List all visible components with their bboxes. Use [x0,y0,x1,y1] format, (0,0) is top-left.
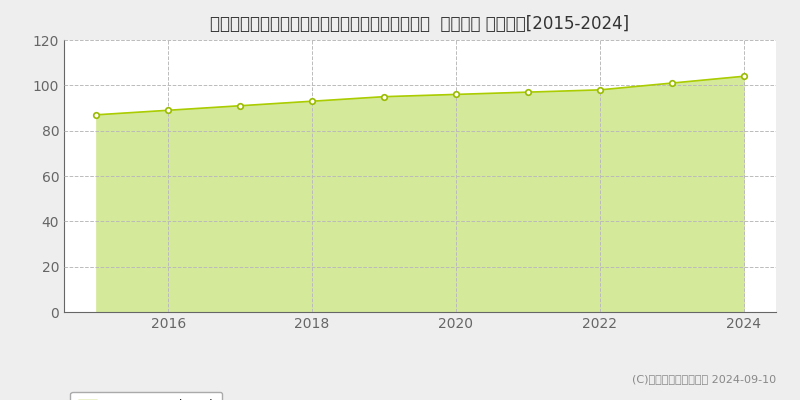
Legend: 地価公示 平均坪単価(万円/坪): 地価公示 平均坪単価(万円/坪) [70,392,222,400]
Title: 神奈川県川崎市高津区下作延４丁目６４２番２外  地価公示 地価推移[2015-2024]: 神奈川県川崎市高津区下作延４丁目６４２番２外 地価公示 地価推移[2015-20… [210,15,630,33]
Text: (C)土地価格ドットコム 2024-09-10: (C)土地価格ドットコム 2024-09-10 [632,374,776,384]
